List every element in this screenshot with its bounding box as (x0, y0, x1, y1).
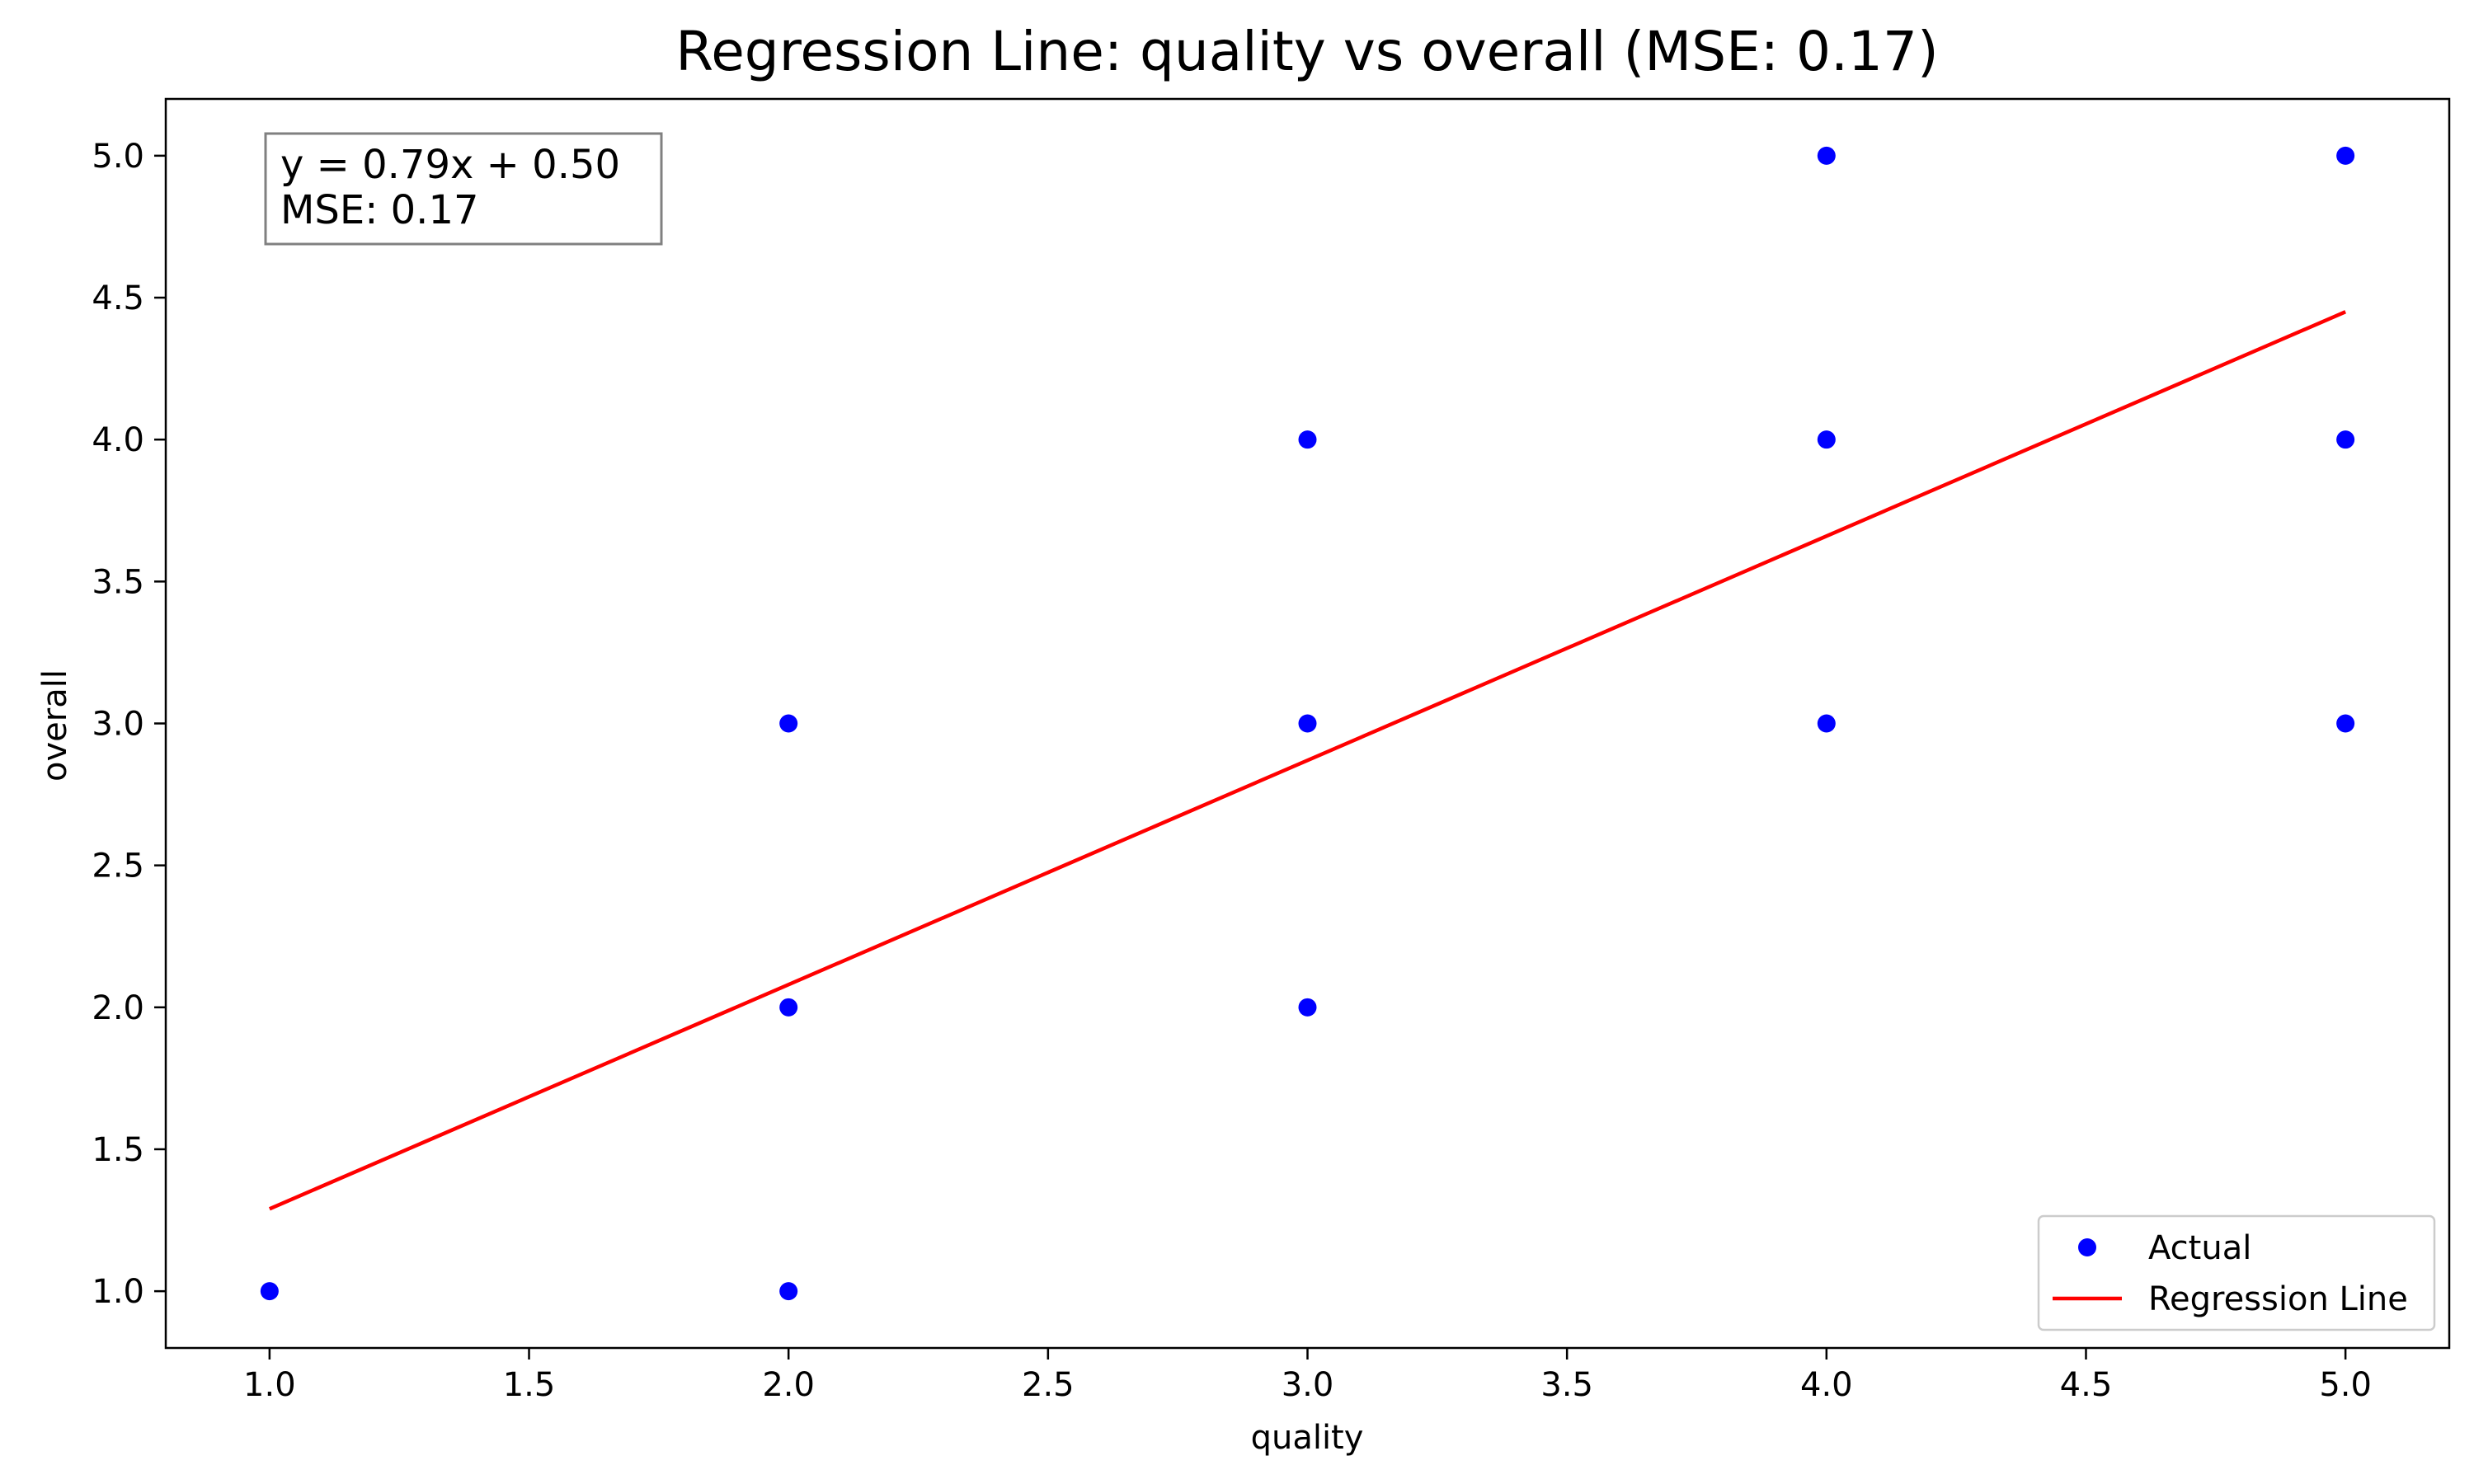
plot-area: 1.0 1.5 2.0 2.5 3.0 3.5 4.0 4.5 5.0 1.0 1.5 2.0 2.5 3… (92, 97, 2451, 1404)
x-tick-label: 2.0 (762, 1366, 815, 1404)
annotation-line: y = 0.79x + 0.50 (280, 142, 620, 188)
annotation-line: MSE: 0.17 (280, 187, 479, 233)
annotation-box (264, 132, 663, 246)
x-tick-label: 3.5 (1540, 1366, 1593, 1404)
data-point (1817, 430, 1836, 449)
data-point (1298, 430, 1317, 449)
data-point (779, 1282, 798, 1301)
x-axis-label: quality (1251, 1419, 1364, 1457)
data-point (1298, 998, 1317, 1017)
data-point (2336, 430, 2355, 449)
regression-line (268, 310, 2347, 1211)
chart-title: Regression Line: quality vs overall (MSE… (675, 20, 1938, 83)
data-point (2336, 146, 2355, 165)
y-tick-label: 4.5 (92, 279, 144, 317)
y-tick-label: 3.0 (92, 706, 144, 744)
legend-label-actual: Actual (2148, 1229, 2251, 1267)
x-tick-label: 3.0 (1282, 1366, 1334, 1404)
x-tick-label: 1.5 (503, 1366, 556, 1404)
data-point (779, 998, 798, 1017)
y-axis-label: overall (36, 669, 74, 782)
x-tick-label: 4.5 (2060, 1366, 2113, 1404)
y-tick-label: 5.0 (92, 138, 144, 176)
legend-box (2037, 1214, 2436, 1331)
data-point (2336, 714, 2355, 733)
legend-marker-actual (2078, 1238, 2096, 1256)
y-tick-label: 3.5 (92, 563, 144, 601)
y-tick-label: 2.5 (92, 848, 144, 885)
x-tick-label: 5.0 (2319, 1366, 2372, 1404)
y-tick-label: 1.0 (92, 1273, 144, 1311)
x-tick-label: 4.0 (1800, 1366, 1853, 1404)
x-tick-label: 2.5 (1022, 1366, 1075, 1404)
data-point (779, 714, 798, 733)
data-point (1298, 714, 1317, 733)
y-tick-label: 4.0 (92, 421, 144, 459)
y-tick-label: 1.5 (92, 1131, 144, 1169)
data-point (260, 1282, 279, 1301)
x-tick-label: 1.0 (243, 1366, 296, 1404)
legend-label-regression: Regression Line (2148, 1280, 2408, 1318)
data-point (1817, 146, 1836, 165)
y-tick-label: 2.0 (92, 989, 144, 1027)
data-point (1817, 714, 1836, 733)
